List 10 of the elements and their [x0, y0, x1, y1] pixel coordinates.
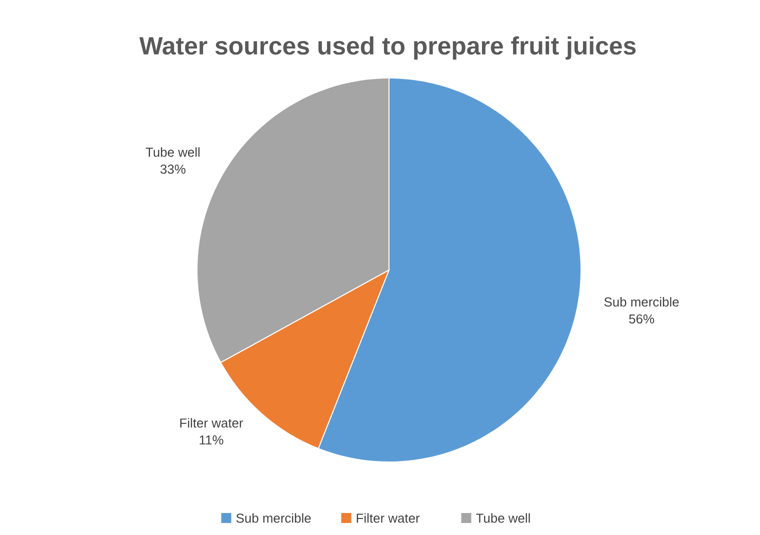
legend-label: Tube well	[476, 513, 530, 523]
data-label: 11%	[200, 435, 224, 444]
data-label: 33%	[160, 164, 186, 174]
slice-label: Filter water	[180, 418, 244, 428]
legend-label: Filter water	[356, 513, 420, 523]
data-label: 56%	[629, 314, 654, 324]
slice-label: Tube well	[146, 147, 200, 157]
legend-label: Sub mercible	[236, 513, 311, 523]
chart-title: Water sources used to prepare fruit juices	[139, 36, 636, 60]
slice-label: Sub mercible	[604, 297, 679, 307]
